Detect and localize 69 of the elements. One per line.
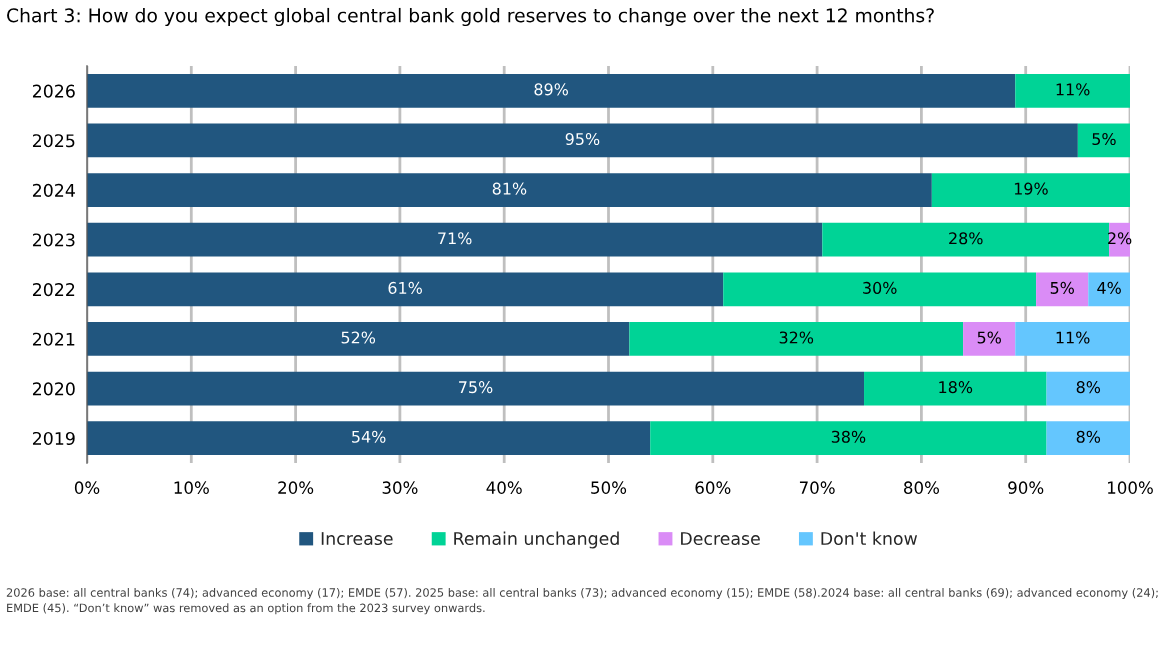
x-tick-label: 100% — [1108, 481, 1153, 494]
bar — [87, 173, 932, 207]
y-tick-label: 2019 — [32, 431, 75, 446]
bar — [931, 173, 1130, 207]
legend-label: Don't know — [821, 531, 918, 546]
y-tick-label: 2021 — [32, 332, 75, 346]
text: 2026 base: all central banks (74); advanced economy (17); EMDE (57). 2025 base: all central banks (73); advanced economy (15); EMDE (58).2024 base: all central banks (69); advanced economy (24); EMDE (45). “Don’t know” was removed as an option from the 2023 survey onwards. — [6, 588, 1158, 615]
bar — [87, 371, 865, 406]
bar — [723, 272, 1037, 307]
bar — [822, 222, 1110, 257]
bar — [1046, 421, 1130, 456]
legend-label: Decrease — [681, 532, 760, 546]
bar — [1015, 322, 1130, 356]
data-label: 75% — [459, 381, 493, 394]
y-tick-label: 2024 — [32, 183, 75, 197]
x-tick-label: 70% — [799, 481, 835, 494]
data-label: 61% — [388, 281, 422, 294]
x-tick-label: 60% — [695, 481, 731, 494]
data-label: 8% — [1076, 430, 1101, 443]
bar — [963, 322, 1016, 356]
x-tick-label: 80% — [904, 481, 939, 494]
bar — [1036, 272, 1089, 307]
bar — [87, 123, 1078, 158]
data-label: 11% — [1056, 83, 1090, 96]
bar — [864, 371, 1047, 406]
bar — [87, 272, 724, 307]
data-label: 19% — [1014, 182, 1048, 195]
bar — [1015, 73, 1130, 108]
x-tick-label: 50% — [591, 481, 627, 494]
data-label: 11% — [1056, 331, 1090, 344]
data-label: 81% — [492, 182, 527, 195]
data-label: 5% — [1050, 281, 1074, 294]
bar — [87, 421, 651, 456]
data-label: 30% — [863, 281, 897, 294]
bar — [650, 421, 1047, 456]
y-tick-label: 2023 — [32, 233, 75, 247]
data-label: 28% — [949, 232, 983, 245]
bar — [87, 222, 823, 257]
data-label: 4% — [1097, 281, 1121, 294]
data-label: 32% — [779, 331, 814, 344]
y-tick-label: 2026 — [32, 84, 75, 98]
data-label: 95% — [565, 132, 600, 146]
chart-title: Chart 3: How do you expect global central bank gold reserves to change over the next 12 months? — [7, 7, 934, 27]
data-label: 89% — [534, 83, 568, 96]
x-tick-label: 40% — [486, 481, 522, 494]
data-label: 18% — [939, 381, 973, 394]
bar — [1077, 123, 1130, 158]
y-tick-label: 2025 — [32, 134, 75, 148]
bar — [1088, 272, 1130, 307]
data-label: 8% — [1076, 381, 1101, 394]
data-label: 38% — [831, 430, 866, 443]
bar — [87, 73, 1016, 108]
data-label: 54% — [352, 430, 386, 443]
x-tick-label: 0% — [74, 481, 100, 494]
data-label: 52% — [341, 331, 376, 344]
x-tick-label: 90% — [1008, 481, 1044, 494]
data-label: 71% — [438, 232, 472, 245]
bar — [1046, 371, 1130, 406]
bar — [87, 322, 630, 356]
legend-label: Remain unchanged — [454, 531, 619, 549]
data-label: 5% — [1092, 132, 1116, 146]
x-tick-label: 30% — [382, 481, 418, 494]
x-tick-label: 20% — [278, 481, 314, 494]
data-label: 5% — [977, 331, 1001, 344]
bar — [629, 322, 964, 356]
y-tick-label: 2022 — [32, 283, 75, 297]
x-tick-label: 10% — [174, 481, 209, 494]
legend-label: Increase — [321, 532, 393, 546]
y-tick-label: 2020 — [32, 382, 75, 396]
